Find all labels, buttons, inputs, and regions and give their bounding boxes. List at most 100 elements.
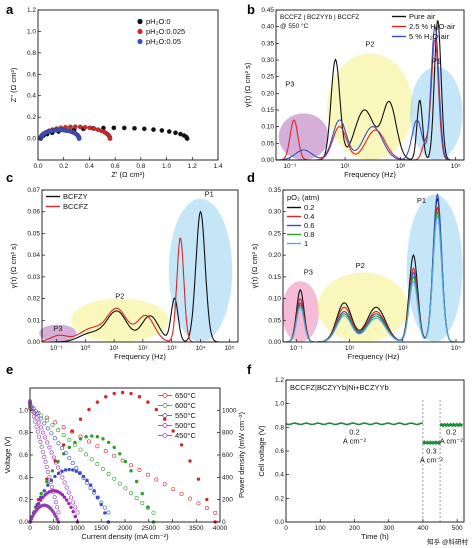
panel-a-point [141,126,147,132]
panel-f-ytick-label: 0.2 [275,495,284,502]
panel-e-legend-label: 500°C [175,421,197,430]
panel-e-power-point [188,459,192,463]
panel-e-iv-point [50,423,55,428]
panel-a-legend-label: pH₂O:0.025 [146,27,185,36]
panel-e-legend-marker [162,413,168,418]
panel-b-region-0 [278,113,329,160]
panel-e-power-point [123,459,128,464]
panel-e-power-point [106,440,111,445]
panel-e-power-point [65,498,69,502]
panel-a-point [132,125,137,131]
panel-e-y2tick-label: 200 [222,497,233,504]
panel-e-power-point [45,479,49,484]
panel-a-point [67,124,73,130]
panel-e-iv-point [43,459,48,464]
panel-e-iv-point [171,487,176,492]
panel-a-ytick-label: 1.0 [27,28,36,35]
panel-e-xtick-label: 2000 [118,525,133,532]
panel-d-ytick-label: 0.30 [268,209,281,216]
panel-e-power-point [73,440,77,445]
panel-e-iv-point [39,444,44,449]
panel-a-point [87,125,93,131]
panel-f-current-unit: A cm⁻² [420,455,444,464]
panel-b-legend-label: 5 % H₂O-air [409,32,450,41]
panel-d-xtick-label: 10⁻¹ [290,345,304,352]
panel-f-current-unit: A cm⁻² [440,436,464,445]
panel-e-ytick-label: 0.8 [19,430,28,437]
panel-b-legend-label: 2.5 % H₂O-air [409,22,456,31]
panel-c-xtick-label: 10⁴ [196,345,206,352]
panel-e-power-point [179,443,184,447]
panel-e-power-point [63,468,68,472]
panel-e-iv-point [129,491,134,496]
panel-e-power-point [112,445,116,450]
panel-a-ytick-label: 0.4 [27,93,36,100]
panel-e-power-point [78,437,83,441]
panel-a-xtick-label: 0.4 [85,163,94,170]
panel-e-iv-point [40,430,45,435]
panel-b-region-label: P3 [285,80,294,89]
panel-b-ytick-label: 0.25 [261,74,274,81]
panel-e-iv-point [117,481,122,486]
panel-e-power-point [95,435,100,439]
panel-f-current-unit: A cm⁻² [343,436,367,445]
panel-a-point [151,127,156,132]
panel-d-ytick-label: 0.05 [268,317,281,324]
panel-a-point [82,124,88,130]
panel-e-power-point [163,417,167,421]
panel-a-point [173,130,178,136]
panel-e-iv-point [187,496,192,501]
panel-a-ytick-label: 0.2 [27,114,36,121]
panel-e-power-point [54,514,58,519]
panel-b-frame [275,9,465,161]
panel-a-xtick-label: 0.2 [59,163,68,170]
panel-b-xtick-label: 10³ [396,163,406,170]
panel-b-ytick-label: 0.45 [261,7,274,14]
panel-e-power-point [137,395,142,399]
panel-f-ytick-label: 0.4 [275,472,284,479]
panel-a-xtick-label: 1.0 [162,163,171,170]
panel-e-power-point [74,469,79,473]
panel-f-xtick-label: 200 [349,525,360,532]
panel-e-iv-point [78,447,83,452]
panel-a-legend-label: pH₂O:0 [146,17,171,26]
panel-e-iv-point [71,500,76,505]
panel-e-iv-point [35,429,40,434]
panel-e-iv-point [49,450,54,455]
panel-e-iv-point [56,510,61,515]
panel-e-power-point [53,474,57,479]
panel-e-iv-point [61,425,66,430]
panel-e-ytick-label: 0.0 [19,519,28,526]
panel-b-series-line [275,24,464,161]
panel-e-y2tick-label: 600 [222,452,233,459]
panel-e-power-point [99,502,103,507]
panel-e-iv-point [31,414,36,419]
panel-e-iv-point [34,424,39,429]
panel-e-power-point [196,477,201,481]
panel-c-ytick-label: 0.07 [27,187,40,194]
panel-e-iv-point [137,468,142,473]
panel-d-ytick-label: 0.25 [268,230,281,237]
panel-e-power-point [78,471,82,476]
panel-e-y2tick-label: 0 [222,519,226,526]
panel-f-current-value: 0.3 [426,446,436,455]
panel-f-xlabel: Time (h) [361,532,389,541]
panel-e-power-point [39,491,43,496]
panel-a-point [107,136,113,141]
panel-a-ylabel: Z'' (Ω cm²) [9,67,18,102]
panel-e-legend-label: 550°C [175,411,197,420]
panel-d-xtick-label: 10³ [398,345,408,352]
panel-e-power-point [36,501,41,506]
panel-a-point [184,136,190,141]
panel-e-iv-point [106,510,111,515]
panel-e-power-point [71,509,75,514]
panel-e-iv-point [38,425,43,430]
panel-d-ytick-label: 0.20 [268,252,281,259]
panel-f-title: BCCFZ|BCZYYb|Ni+BCZYYb [290,383,389,392]
panel-f-label: f [247,362,252,377]
panel-b-ytick-label: 0.00 [261,157,274,164]
panel-e-power-point [90,434,94,438]
panel-e-iv-point [196,501,201,506]
panel-a-point [72,124,78,130]
panel-c-series-line [42,210,238,343]
